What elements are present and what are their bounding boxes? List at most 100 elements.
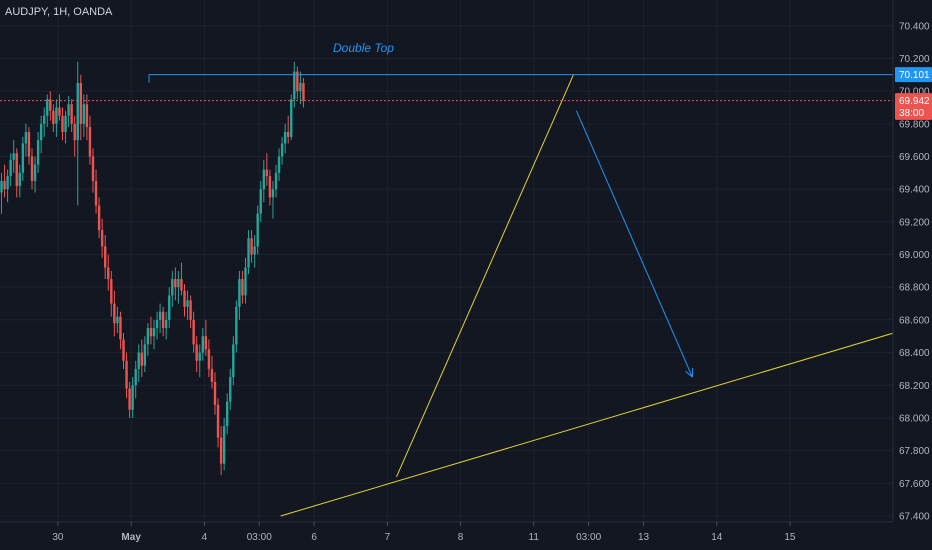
price-tick-label: 69.400 [899,185,930,196]
candle-body [16,153,18,186]
candle-body [150,328,152,336]
candle-body [192,320,194,345]
candle-body [302,83,304,101]
candle-body [58,108,60,116]
candle-body [113,304,115,324]
candle-body [34,165,36,181]
candle-body [165,320,167,328]
candle-body [159,312,161,320]
candle-body [183,291,185,307]
price-tick-label: 69.800 [899,119,930,130]
price-tick-label: 70.400 [899,21,930,32]
candle-body [189,300,191,320]
price-tick-label: 68.200 [899,381,930,392]
time-tick-label: 03:00 [247,532,272,543]
candle-body [9,160,11,176]
candle-body [220,438,222,464]
candle-body [244,268,246,296]
candle-body [293,72,295,100]
candle-body [6,176,8,189]
candle-body [28,132,30,157]
candle-body [135,369,137,385]
candle-body [199,353,201,361]
time-tick-label: 8 [458,532,464,543]
candle-body [107,268,109,279]
candle-body [250,238,252,254]
candle-body [86,104,88,127]
price-tick-label: 67.400 [899,512,930,523]
candle-body [122,340,124,361]
candle-body [260,189,262,214]
candle-body [235,307,237,345]
candle-body [70,104,72,124]
candle-body [104,246,106,267]
time-tick-label: 13 [638,532,650,543]
candle-body [141,353,143,366]
candle-body [284,132,286,143]
candle-body [290,99,292,137]
price-tick-label: 68.600 [899,315,930,326]
price-tick-label: 70.200 [899,54,930,65]
candle-body [229,377,231,402]
candle-body [74,124,76,140]
candle-body [101,230,103,246]
time-tick-label: 15 [784,532,796,543]
candle-body [83,104,85,124]
candle-body [64,116,66,132]
candle-body [3,181,5,189]
candle-body [299,83,301,91]
candle-body [52,111,54,124]
price-tick-label: 69.000 [899,250,930,261]
candle-body [40,124,42,140]
candle-body [226,402,228,427]
price-tag-label: 70.101 [899,70,930,81]
time-tick-label: 6 [311,532,317,543]
candle-body [67,104,69,115]
candle-body [266,170,268,177]
candle-body [238,279,240,307]
candle-body [162,312,164,328]
candle-body [269,176,271,197]
candle-body [22,143,24,172]
candle-body [0,181,2,192]
candle-body [232,344,234,377]
candle-body [43,116,45,124]
candle-body [223,426,225,464]
time-tick-label: 11 [529,532,540,543]
candle-body [46,99,48,115]
price-tick-label: 67.600 [899,479,930,490]
price-tick-label: 69.200 [899,217,930,228]
candle-body [95,181,97,206]
candle-body [241,279,243,295]
candle-body [37,140,39,165]
candle-body [92,157,94,182]
chart-title: AUDJPY, 1H, OANDA [5,6,113,18]
time-tick-label: 4 [202,532,208,543]
time-tick-label: 03:00 [576,532,601,543]
candle-body [110,279,112,304]
candle-body [168,295,170,320]
candle-body [89,127,91,156]
time-tick-label: 7 [385,532,391,543]
time-tick-label: May [121,532,141,543]
candle-body [186,300,188,307]
candle-body [275,173,277,189]
candle-body [214,382,216,405]
candle-body [98,206,100,231]
candle-body [205,336,207,349]
candle-body [247,238,249,267]
double-top-label: Double Top [333,41,394,55]
candle-body [119,317,121,340]
price-tick-label: 68.800 [899,283,930,294]
candle-body [131,385,133,410]
candle-body [125,361,127,389]
candle-body [211,369,213,382]
candle-body [281,143,283,156]
candle-body [55,108,57,124]
candle-body [77,83,79,140]
candle-body [257,214,259,247]
candle-body [138,353,140,369]
